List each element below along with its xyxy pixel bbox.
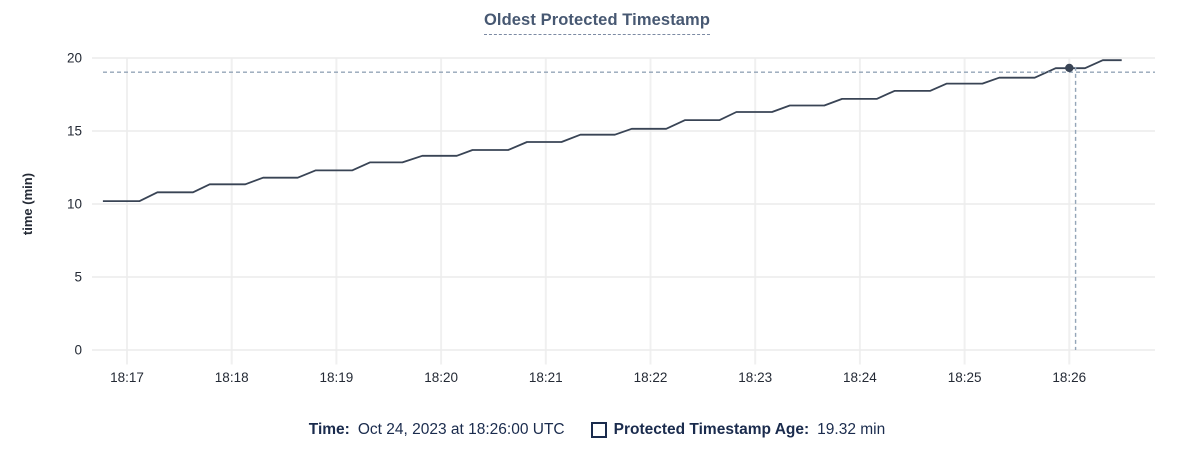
y-axis-label: time (min) [20, 173, 35, 235]
x-tick-label: 18:25 [948, 370, 982, 385]
series-line-protected-timestamp-age [102, 59, 1122, 202]
legend-series-label[interactable]: Protected Timestamp Age: [613, 421, 810, 438]
legend-series-value: 19.32 min [817, 421, 886, 438]
legend-time-label: Time: [308, 421, 350, 438]
y-tick-label: 0 [74, 343, 82, 358]
title-row: Oldest Protected Timestamp [0, 11, 1194, 35]
x-tick-label: 18:17 [110, 370, 144, 385]
x-tick-label: 18:19 [320, 370, 354, 385]
x-tick-label: 18:26 [1052, 370, 1086, 385]
x-tick-label: 18:24 [843, 370, 877, 385]
y-tick-label: 15 [67, 124, 82, 139]
chart-title[interactable]: Oldest Protected Timestamp [483, 11, 711, 35]
y-tick-label: 10 [67, 197, 82, 212]
series-toggle[interactable]: Protected Timestamp Age: [590, 421, 810, 439]
x-tick-label: 18:20 [424, 370, 458, 385]
chart-legend: Time: Oct 24, 2023 at 18:26:00 UTC Prote… [0, 421, 1194, 439]
y-tick-label: 5 [74, 270, 82, 285]
series-checkbox-icon[interactable] [590, 422, 607, 438]
legend-time-value: Oct 24, 2023 at 18:26:00 UTC [357, 421, 565, 438]
x-tick-label: 18:22 [634, 370, 668, 385]
x-tick-label: 18:18 [215, 370, 249, 385]
hover-dot [1065, 63, 1074, 73]
y-tick-label: 20 [67, 51, 82, 66]
x-tick-label: 18:21 [529, 370, 563, 385]
x-tick-label: 18:23 [738, 370, 772, 385]
chart-plot-area[interactable]: 18:17 18:18 18:19 18:20 18:21 18:22 18:23 18:24… [0, 0, 1194, 410]
